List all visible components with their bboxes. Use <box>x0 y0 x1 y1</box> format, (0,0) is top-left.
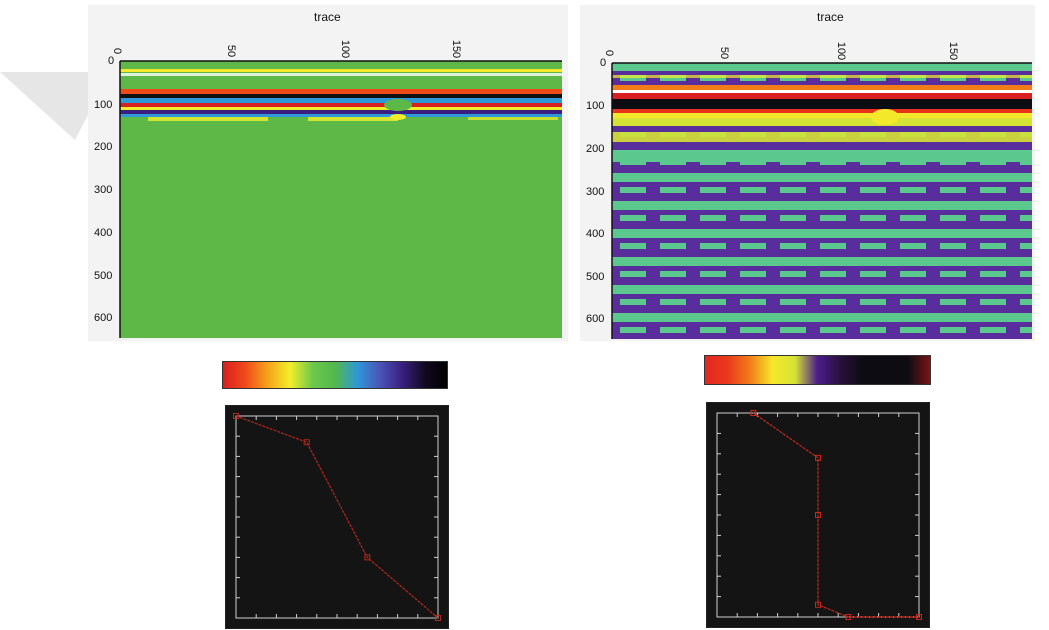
seismic-panel-left: trace 0 50 100 150 0 100 200 300 400 500… <box>88 5 568 341</box>
transfer-function-plot <box>716 410 922 620</box>
colorbar-left <box>222 361 448 389</box>
y-tick-label: 600 <box>94 312 113 324</box>
control-point[interactable] <box>815 454 821 461</box>
x-axis-title: trace <box>314 10 341 24</box>
plot-frame <box>235 415 439 619</box>
y-tick-label: 100 <box>586 100 605 112</box>
y-tick-label: 200 <box>586 143 605 155</box>
x-tick-label: 100 <box>339 39 352 59</box>
opacity-curve-right[interactable] <box>706 402 930 628</box>
control-point[interactable] <box>750 410 757 416</box>
y-tick-label: 0 <box>108 55 115 67</box>
y-tick-label: 400 <box>94 227 113 239</box>
x-axis-title: trace <box>817 10 844 24</box>
x-tick-label: 100 <box>835 41 848 61</box>
y-tick-label: 100 <box>94 99 113 111</box>
opacity-curve-line <box>235 415 439 619</box>
x-tick-label: 50 <box>225 44 238 58</box>
transfer-function-plot <box>233 413 441 621</box>
control-point[interactable] <box>435 615 441 621</box>
control-point[interactable] <box>233 413 239 419</box>
y-tick-label: 300 <box>586 186 605 198</box>
control-point[interactable] <box>916 614 922 620</box>
x-tick-label: 50 <box>718 46 731 60</box>
y-tick-label: 600 <box>586 313 605 325</box>
control-point[interactable] <box>364 554 371 561</box>
seismic-image-right <box>611 62 1032 339</box>
y-tick-label: 200 <box>94 141 113 153</box>
control-point[interactable] <box>815 601 821 608</box>
opacity-curve-line <box>753 412 919 618</box>
y-tick-label: 300 <box>94 184 113 196</box>
seismic-image-left <box>119 60 562 338</box>
opacity-curve-left[interactable] <box>225 405 449 629</box>
y-tick-label: 0 <box>600 57 607 69</box>
decorative-shadow <box>0 72 110 140</box>
control-point[interactable] <box>303 439 310 446</box>
x-tick-label: 150 <box>947 41 960 61</box>
y-tick-label: 500 <box>94 270 113 282</box>
control-point[interactable] <box>815 512 821 518</box>
x-tick-label: 0 <box>111 47 124 55</box>
control-point[interactable] <box>845 614 852 620</box>
x-tick-label: 0 <box>603 49 616 57</box>
plot-frame <box>716 412 920 618</box>
y-tick-label: 400 <box>586 228 605 240</box>
y-tick-label: 500 <box>586 271 605 283</box>
colorbar-right <box>704 355 931 385</box>
x-tick-label: 150 <box>450 39 463 59</box>
seismic-panel-right: trace 0 50 100 150 0 100 200 300 400 5 <box>580 5 1035 341</box>
